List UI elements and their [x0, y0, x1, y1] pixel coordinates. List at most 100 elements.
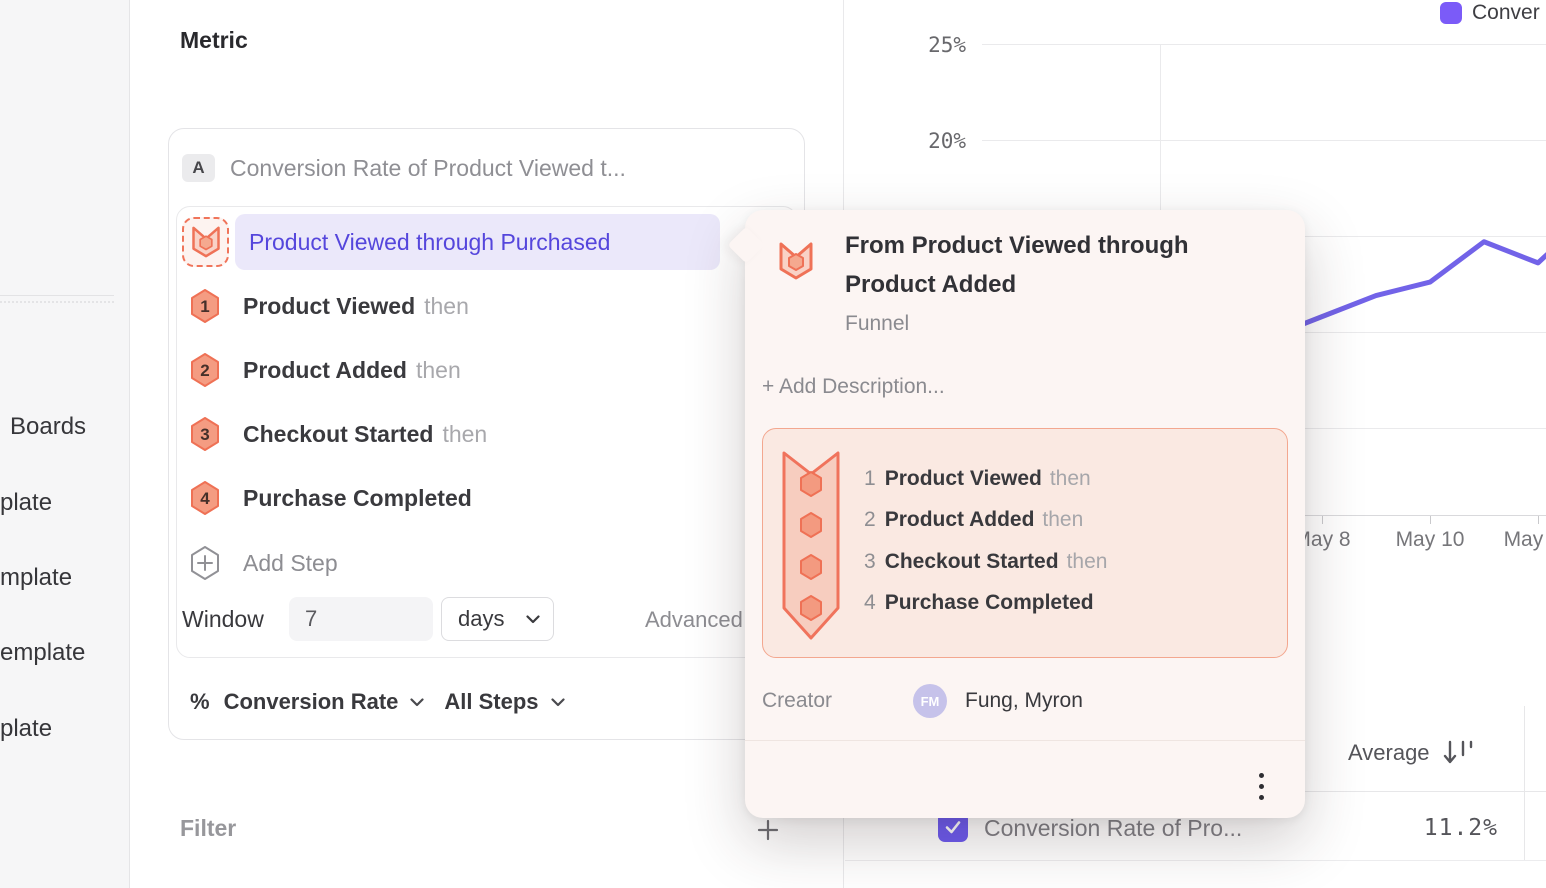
measured-as-row: % Conversion Rate All Steps [190, 687, 565, 717]
funnel-step-row-2[interactable]: 2 Product Added then [190, 353, 461, 387]
funnel-step-row-1[interactable]: 1 Product Viewed then [190, 289, 469, 323]
popover-step-4-name: Purchase Completed [884, 591, 1094, 614]
add-step-label: Add Step [243, 549, 338, 576]
popover-title: From Product Viewed through Product Adde… [845, 232, 1189, 298]
step-1-hexagon-badge: 1 [191, 289, 219, 323]
svg-text:4: 4 [200, 489, 210, 508]
popover-step-2-name: Product Added [884, 508, 1035, 531]
conversion-rate-dropdown[interactable]: Conversion Rate [223, 689, 399, 714]
window-label: Window [182, 606, 264, 632]
series-a-badge: A [182, 154, 215, 182]
sidebar-dotted-divider [0, 301, 114, 303]
popover-step-1-connector: then [1049, 467, 1091, 490]
average-column-header[interactable]: Average [1348, 738, 1480, 768]
step-2-hexagon-badge: 2 [191, 353, 219, 387]
funnel-icon [779, 242, 813, 280]
legend-label: Conver [1472, 1, 1540, 24]
popover-step-1-num: 1 [864, 467, 876, 490]
sort-descending-icon[interactable] [1442, 738, 1480, 768]
popover-step-3-connector: then [1066, 550, 1108, 573]
sidebar-item-boards[interactable]: Boards [10, 413, 87, 440]
chevron-down-icon[interactable] [550, 697, 565, 707]
step-4-name: Purchase Completed [243, 484, 472, 511]
y-axis-tick-label: 20% [928, 129, 966, 153]
popover-step-1-name: Product Viewed [884, 467, 1042, 490]
sidebar-item-template-4[interactable]: plate [0, 715, 53, 742]
popover-footer-divider [745, 740, 1305, 741]
svg-text:3: 3 [200, 425, 209, 444]
step-1-connector: then [424, 292, 469, 319]
more-options-kebab-button[interactable] [1246, 766, 1276, 806]
funnel-metric-icon-box[interactable] [182, 217, 229, 267]
x-axis-tick-label: May 10 [1395, 528, 1465, 551]
selected-event-label[interactable]: Product Viewed through Purchased [249, 229, 611, 255]
percent-symbol: % [190, 689, 210, 714]
left-sidebar: Boards plate mplate emplate plate [0, 0, 130, 888]
step-3-name: Checkout Started [243, 420, 434, 447]
advanced-link[interactable]: Advanced [645, 607, 743, 632]
window-unit-value: days [458, 606, 505, 631]
popover-step-4: 4 Purchase Completed [864, 591, 1102, 619]
sidebar-item-template-3[interactable]: emplate [0, 639, 86, 666]
popover-step-4-num: 4 [864, 591, 876, 614]
average-header-label: Average [1348, 740, 1430, 765]
add-step-hexagon-plus-icon [191, 546, 219, 580]
popover-step-2-connector: then [1042, 508, 1084, 531]
popover-step-3-num: 3 [864, 550, 876, 573]
filter-section-heading: Filter [180, 815, 237, 841]
x-axis-tick-label: May 8 [1293, 528, 1351, 551]
add-filter-plus-icon[interactable] [756, 818, 780, 842]
popover-step-2: 2 Product Added then [864, 508, 1083, 536]
svg-text:1: 1 [200, 297, 209, 316]
funnel-icon [191, 226, 220, 258]
popover-step-3-name: Checkout Started [884, 550, 1059, 573]
table-row-border [845, 860, 1546, 861]
step-4-hexagon-badge: 4 [191, 481, 219, 515]
x-axis-tick [1430, 516, 1431, 524]
metric-section-heading: Metric [180, 27, 248, 53]
sidebar-item-template-1[interactable]: plate [0, 489, 53, 516]
chevron-down-icon[interactable] [410, 697, 424, 707]
y-gridline [982, 140, 1546, 141]
popover-step-2-num: 2 [864, 508, 876, 531]
add-step-button[interactable]: Add Step [190, 546, 338, 580]
step-3-hexagon-badge: 3 [191, 417, 219, 451]
all-steps-dropdown[interactable]: All Steps [444, 689, 539, 714]
step-1-name: Product Viewed [243, 292, 416, 319]
funnel-step-row-4[interactable]: 4 Purchase Completed [190, 481, 481, 515]
window-value-input[interactable]: 7 [289, 597, 433, 641]
funnel-step-row-3[interactable]: 3 Checkout Started then [190, 417, 487, 451]
step-2-name: Product Added [243, 356, 407, 383]
popover-step-1: 1 Product Viewed then [864, 467, 1091, 495]
x-axis-tick [1322, 516, 1323, 524]
series-title[interactable]: Conversion Rate of Product Viewed t... [230, 155, 626, 181]
sidebar-divider [0, 295, 114, 296]
funnel-definition-card [176, 206, 797, 658]
table-column-separator [1524, 706, 1525, 860]
x-axis-tick-label: May 12 [1503, 528, 1546, 551]
check-icon [945, 821, 961, 834]
step-3-connector: then [442, 420, 488, 447]
funnel-banner-icon [782, 451, 840, 640]
sidebar-item-template-2[interactable]: mplate [0, 564, 73, 591]
window-unit-select[interactable]: days [441, 597, 554, 641]
svg-text:2: 2 [200, 361, 209, 380]
step-2-connector: then [415, 356, 461, 383]
y-gridline [982, 44, 1546, 45]
table-row-series-name[interactable]: Conversion Rate of Pro... [984, 815, 1243, 841]
creator-label: Creator [762, 689, 833, 712]
x-axis-tick [1538, 516, 1539, 524]
legend-swatch [1440, 2, 1462, 24]
popover-funnel-summary-card [762, 428, 1288, 658]
popover-step-3: 3 Checkout Started then [864, 550, 1107, 578]
table-row-average-value: 11.2% [1423, 815, 1498, 841]
popover-type-label: Funnel [845, 312, 910, 335]
creator-name: Fung, Myron [965, 689, 1083, 712]
conversion-rate-line-series[interactable] [843, 0, 1546, 560]
add-description-link[interactable]: + Add Description... [762, 375, 945, 398]
chart-legend[interactable]: Conver [1440, 1, 1540, 25]
creator-avatar: FM [913, 684, 947, 718]
chevron-down-icon [526, 614, 540, 623]
selected-event-pill[interactable] [235, 214, 720, 270]
